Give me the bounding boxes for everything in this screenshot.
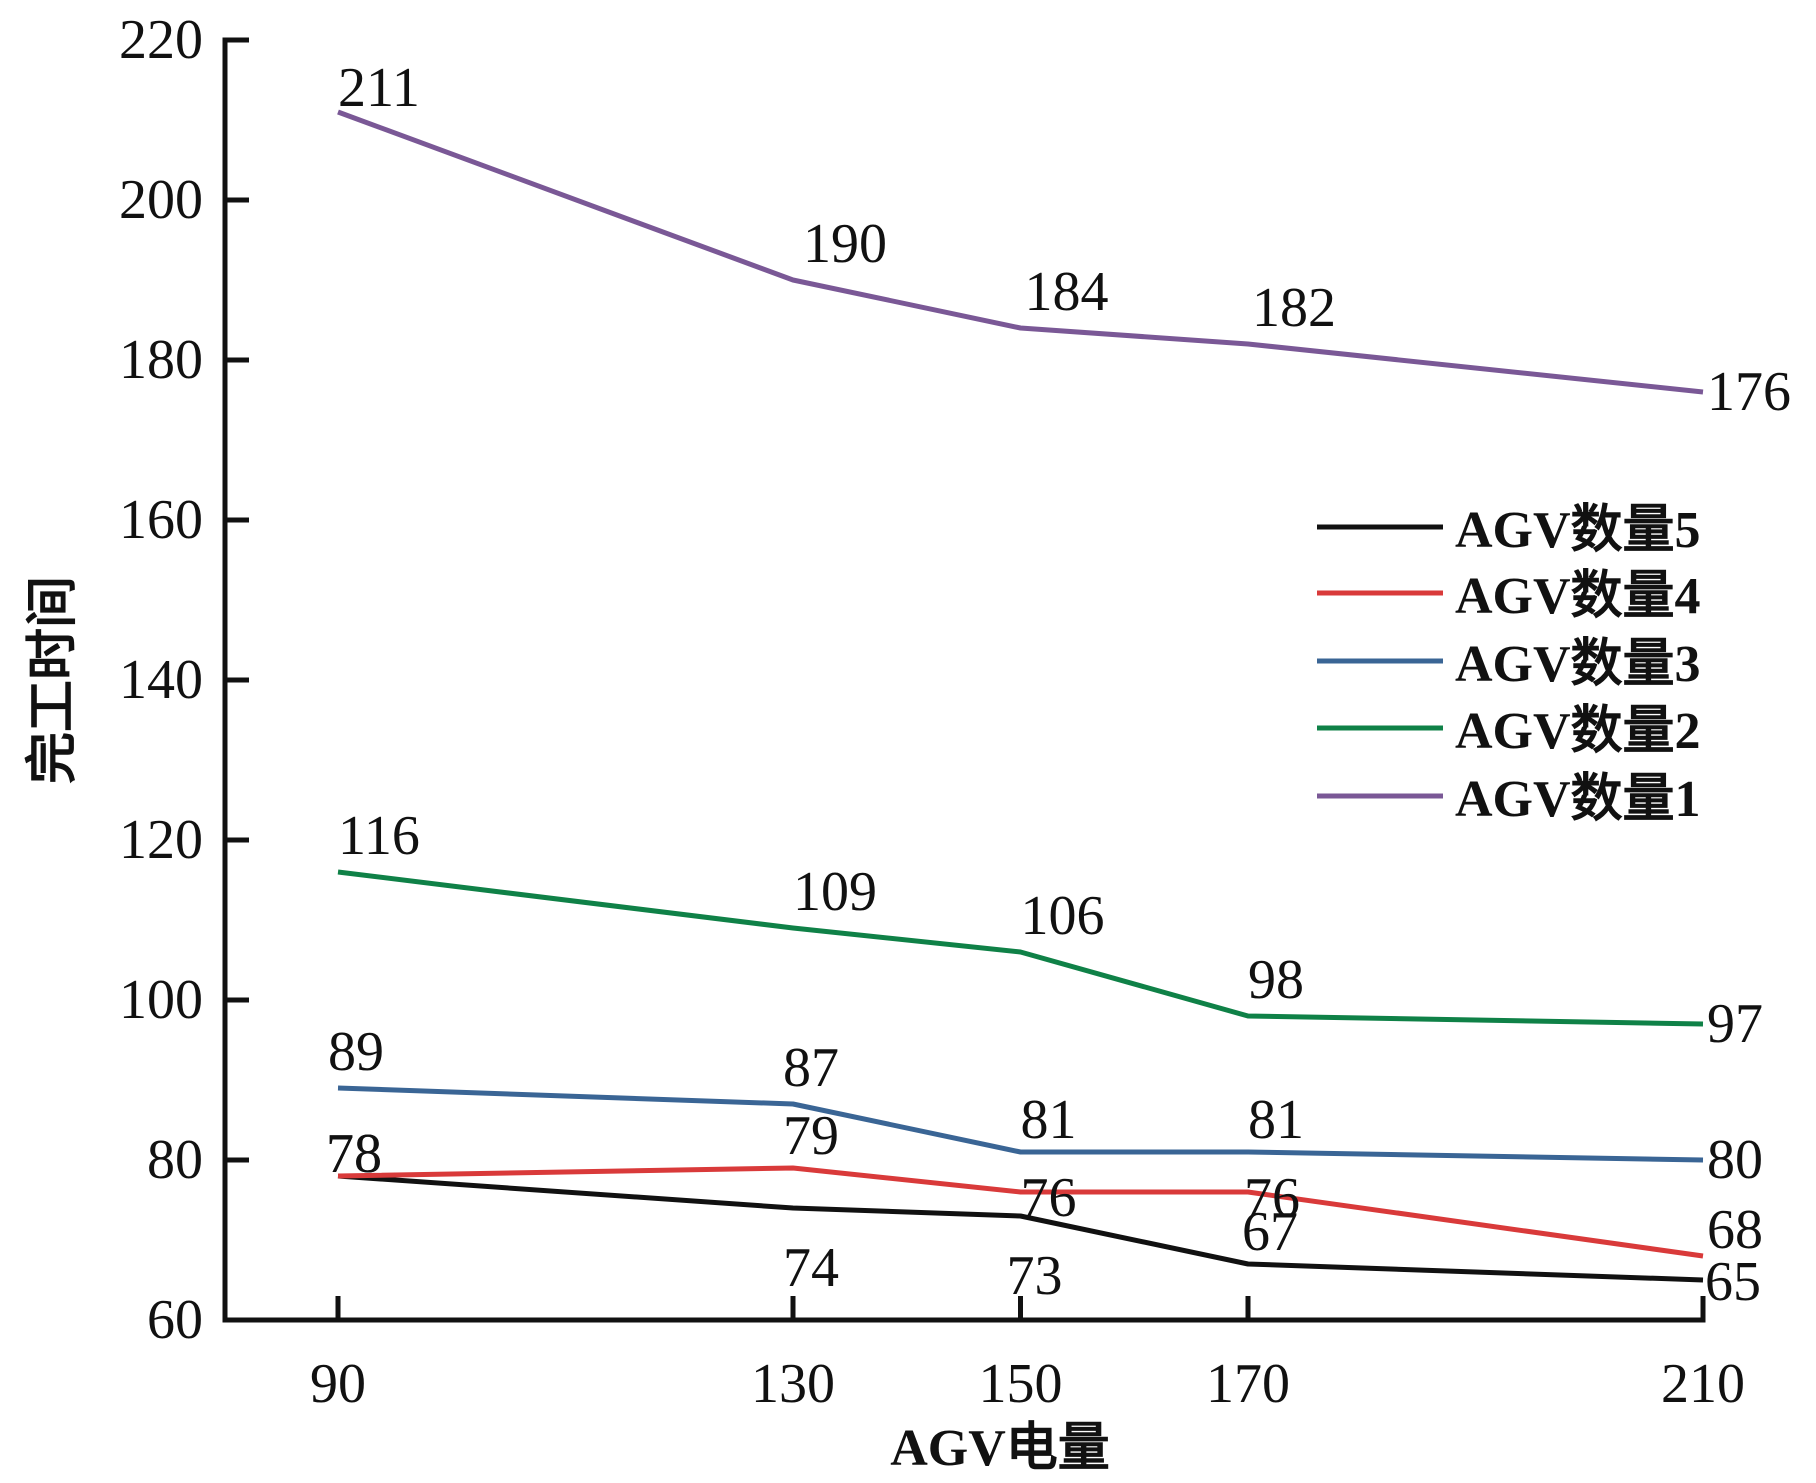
x-tick-label: 90 bbox=[310, 1353, 366, 1415]
data-label: 78 bbox=[326, 1123, 382, 1185]
data-label: 80 bbox=[1707, 1129, 1763, 1191]
data-label: 89 bbox=[328, 1021, 384, 1083]
x-axis-title: AGV电量 bbox=[890, 1419, 1110, 1477]
data-label: 98 bbox=[1248, 949, 1304, 1011]
data-label: 109 bbox=[793, 861, 877, 923]
data-label: 211 bbox=[338, 57, 420, 119]
data-label: 73 bbox=[1007, 1245, 1063, 1307]
data-label: 68 bbox=[1707, 1199, 1763, 1261]
y-tick-label: 220 bbox=[119, 9, 203, 71]
y-tick-label: 160 bbox=[119, 489, 203, 551]
data-label: 65 bbox=[1705, 1251, 1761, 1313]
data-label: 190 bbox=[803, 213, 887, 275]
series-line-2 bbox=[337, 1165, 1704, 1259]
data-label: 81 bbox=[1248, 1089, 1304, 1151]
axes: 60 80 100 120 140 160 180 200 220 90 130 150 170 210 bbox=[119, 9, 1745, 1415]
data-label: 67 bbox=[1242, 1201, 1298, 1263]
data-label: 106 bbox=[1021, 885, 1105, 947]
y-tick-label: 120 bbox=[119, 809, 203, 871]
legend-label-5: AGV数量1 bbox=[1455, 770, 1701, 828]
x-tick-label: 210 bbox=[1661, 1353, 1745, 1415]
y-tick-label: 100 bbox=[119, 969, 203, 1031]
data-label: 76 bbox=[1244, 1167, 1300, 1229]
legend-label-1: AGV数量5 bbox=[1455, 501, 1701, 559]
y-tick-label: 60 bbox=[147, 1289, 203, 1351]
data-label: 79 bbox=[783, 1105, 839, 1167]
x-tick-label: 150 bbox=[979, 1353, 1063, 1415]
data-label: 87 bbox=[783, 1037, 839, 1099]
series-line-1 bbox=[337, 1173, 1704, 1283]
y-axis-title: 完工时间 bbox=[24, 576, 82, 784]
data-label: 74 bbox=[783, 1237, 839, 1299]
legend-label-4: AGV数量2 bbox=[1455, 702, 1701, 760]
data-label: 116 bbox=[338, 805, 420, 867]
x-tick-label: 170 bbox=[1206, 1353, 1290, 1415]
series-line-5 bbox=[337, 109, 1704, 395]
data-label: 78 bbox=[326, 1123, 382, 1185]
y-tick-label: 140 bbox=[119, 649, 203, 711]
data-label: 184 bbox=[1025, 261, 1109, 323]
y-tick-label: 80 bbox=[147, 1129, 203, 1191]
data-label: 81 bbox=[1021, 1089, 1077, 1151]
data-label: 176 bbox=[1707, 361, 1791, 423]
legend-label-3: AGV数量3 bbox=[1455, 635, 1701, 693]
y-tick-label: 180 bbox=[119, 329, 203, 391]
data-label: 97 bbox=[1707, 993, 1763, 1055]
series-line-4 bbox=[337, 869, 1704, 1027]
x-tick-label: 130 bbox=[751, 1353, 835, 1415]
legend-label-2: AGV数量4 bbox=[1455, 567, 1701, 625]
data-label: 76 bbox=[1021, 1167, 1077, 1229]
series-line-3 bbox=[337, 1085, 1704, 1163]
y-tick-label: 200 bbox=[119, 169, 203, 231]
series-layer bbox=[337, 109, 1704, 1283]
data-label: 182 bbox=[1252, 277, 1336, 339]
legend: AGV数量5 AGV数量4 AGV数量3 AGV数量2 AGV数量1 bbox=[1317, 501, 1701, 828]
